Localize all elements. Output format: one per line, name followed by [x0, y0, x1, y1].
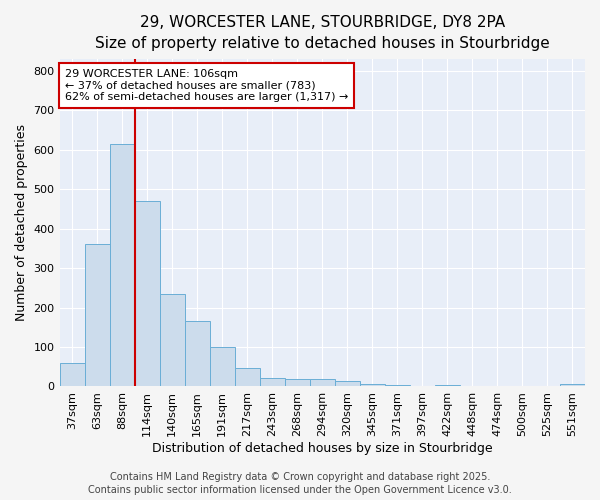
Title: 29, WORCESTER LANE, STOURBRIDGE, DY8 2PA
Size of property relative to detached h: 29, WORCESTER LANE, STOURBRIDGE, DY8 2PA…	[95, 15, 550, 51]
Bar	[209, 347, 235, 387]
Bar	[360, 384, 385, 386]
Bar	[285, 378, 310, 386]
Y-axis label: Number of detached properties: Number of detached properties	[15, 124, 28, 322]
Bar	[260, 378, 285, 386]
Bar	[59, 363, 85, 386]
Bar	[435, 385, 460, 386]
Text: Contains HM Land Registry data © Crown copyright and database right 2025.
Contai: Contains HM Land Registry data © Crown c…	[88, 472, 512, 495]
Bar	[160, 294, 185, 386]
Bar	[310, 380, 335, 386]
X-axis label: Distribution of detached houses by size in Stourbridge: Distribution of detached houses by size …	[152, 442, 493, 455]
Bar	[560, 384, 585, 386]
Text: 29 WORCESTER LANE: 106sqm
← 37% of detached houses are smaller (783)
62% of semi: 29 WORCESTER LANE: 106sqm ← 37% of detac…	[65, 69, 348, 102]
Bar	[134, 201, 160, 386]
Bar	[335, 382, 360, 386]
Bar	[185, 322, 209, 386]
Bar	[235, 368, 260, 386]
Bar	[85, 244, 110, 386]
Bar	[110, 144, 134, 386]
